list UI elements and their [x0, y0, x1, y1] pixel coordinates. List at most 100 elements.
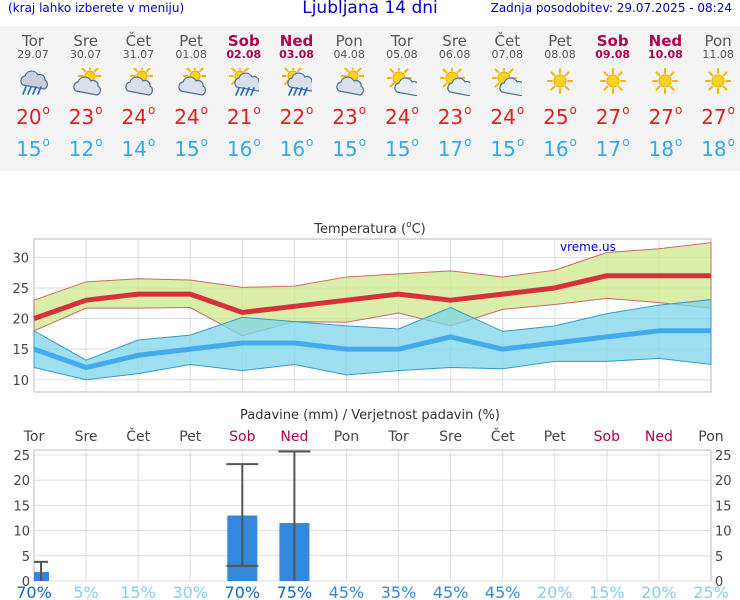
y-tick-label: 10: [12, 374, 29, 389]
page-header: (kraj lahko izberete v meniju) Ljubljana…: [0, 0, 740, 20]
min-temperature: 18o: [701, 135, 735, 161]
temperature-chart: Temperatura (oC) 10 15 20 25 30 vreme.us: [12, 220, 712, 393]
rain-cloud-icon: [20, 70, 48, 95]
forecast-day: Pet 01.08 24o 15o: [164, 26, 218, 162]
precipitation-probability: 70%: [225, 583, 261, 600]
min-temperature: 15o: [490, 135, 525, 161]
day-name: Pet: [179, 32, 203, 50]
x-tick-label: Sob: [229, 429, 255, 445]
min-temperature-range-band: [33, 299, 712, 381]
min-temperature: 17o: [437, 135, 472, 161]
sun-icon: [705, 68, 732, 94]
max-temperature: 24o: [121, 103, 156, 129]
day-date: 03.08: [279, 48, 314, 61]
forecast-day: Sob 02.08 21o 16o: [217, 26, 271, 162]
watermark: vreme.us: [560, 240, 616, 254]
precipitation-probability: 70%: [16, 583, 52, 600]
y-tick-label: 5: [22, 550, 30, 565]
page-title: Ljubljana 14 dni: [302, 0, 438, 18]
day-name: Tor: [390, 32, 413, 50]
x-tick-label: Čet: [491, 427, 515, 445]
mostly-sunny-icon: [439, 68, 470, 96]
forecast-day: Pon 04.08 23o 15o: [322, 26, 376, 162]
forecast-day: Čet 07.08 24o 15o: [480, 26, 534, 162]
x-tick-label: Ned: [280, 429, 308, 445]
precipitation-probability: 30%: [172, 583, 208, 600]
day-date: 29.07: [17, 48, 49, 61]
day-date: 09.08: [595, 48, 631, 61]
sun-cloud-rain-icon: [228, 68, 259, 96]
x-tick-label: Pet: [179, 429, 202, 445]
y-tick-label: 20: [13, 474, 30, 489]
precipitation-probability: 5%: [73, 583, 98, 600]
y-tick-label: 10: [13, 525, 30, 540]
x-tick-label: Sob: [594, 429, 620, 445]
forecast-day: Pon 11.08 27o 18o: [691, 26, 740, 162]
precipitation-probability: 45%: [485, 583, 521, 600]
max-temperature: 24o: [174, 103, 208, 129]
x-tick-label: Tor: [23, 429, 45, 445]
min-temperature: 12o: [68, 135, 103, 161]
sun-cloud-rain-icon: [281, 68, 312, 96]
mostly-sunny-icon: [492, 68, 523, 96]
y-tick-label: 10: [715, 525, 732, 540]
y-tick-label: 30: [12, 251, 29, 266]
min-temperature: 17o: [595, 135, 630, 161]
forecast-day: Ned 10.08 27o 18o: [638, 26, 692, 162]
partly-cloudy-icon: [72, 68, 101, 96]
mostly-sunny-icon: [386, 68, 417, 96]
forecast-day: Pet 08.08 25o 16o: [533, 26, 587, 162]
day-name: Pon: [335, 32, 363, 50]
max-temperature: 23o: [68, 103, 103, 129]
y-tick-label: 20: [715, 474, 732, 489]
partly-cloudy-icon: [125, 68, 154, 96]
min-temperature-line: [33, 328, 711, 371]
forecast-day: Čet 31.07 24o 14o: [111, 26, 165, 162]
sun-icon: [547, 68, 573, 94]
precipitation-probability: 15%: [589, 583, 625, 600]
y-tick-label: 5: [715, 550, 723, 565]
y-tick-label: 15: [715, 499, 732, 514]
y-tick-label: 25: [12, 282, 29, 297]
min-temperature: 14o: [121, 135, 156, 161]
day-name: Pon: [704, 32, 732, 50]
min-temperature: 15o: [332, 135, 367, 161]
max-temperature: 24o: [490, 103, 525, 129]
precipitation-probability: 45%: [329, 583, 365, 600]
precipitation-probability: 35%: [381, 583, 417, 600]
last-update-text: Zadnja posodobitev: 29.07.2025 - 08:24: [490, 1, 732, 15]
min-temperature: 16o: [279, 135, 314, 161]
min-temperature: 15o: [174, 135, 208, 161]
day-date: 31.07: [122, 48, 155, 61]
sun-icon: [599, 68, 626, 94]
precipitation-probability: 20%: [537, 583, 573, 600]
x-tick-label: Tor: [387, 429, 409, 445]
max-temperature: 23o: [332, 103, 367, 129]
day-name: Sob: [596, 32, 629, 50]
day-name: Ned: [648, 32, 683, 50]
forecast-day: Tor 05.08 24o 15o: [375, 26, 429, 162]
x-tick-label: Pon: [334, 429, 359, 445]
precipitation-probability: 75%: [277, 583, 313, 600]
precipitation-probability: 20%: [641, 583, 677, 600]
day-date: 01.08: [175, 48, 207, 61]
min-temperature: 15o: [16, 135, 50, 161]
max-temperature: 23o: [437, 103, 472, 129]
y-tick-label: 25: [13, 449, 30, 464]
day-name: Sre: [442, 32, 467, 50]
precipitation-chart: Padavine (mm) / Verjetnost padavin (%) To…: [13, 408, 732, 600]
day-name: Pet: [548, 32, 572, 50]
forecast-day: Sre 30.07 23o 12o: [59, 26, 113, 162]
forecast-day: Ned 03.08 22o 16o: [270, 26, 324, 162]
min-temperature: 16o: [543, 135, 577, 161]
y-tick-label: 15: [12, 343, 29, 358]
day-name: Sob: [227, 32, 260, 50]
max-temperature: 25o: [543, 103, 577, 129]
y-tick-label: 25: [715, 449, 732, 464]
x-tick-label: Pon: [698, 429, 723, 445]
day-name: Čet: [125, 32, 152, 50]
chart-title: Padavine (mm) / Verjetnost padavin (%): [240, 408, 500, 423]
x-tick-label: Čet: [126, 427, 150, 445]
x-tick-label: Sre: [439, 429, 462, 445]
x-tick-label: Sre: [75, 429, 98, 445]
